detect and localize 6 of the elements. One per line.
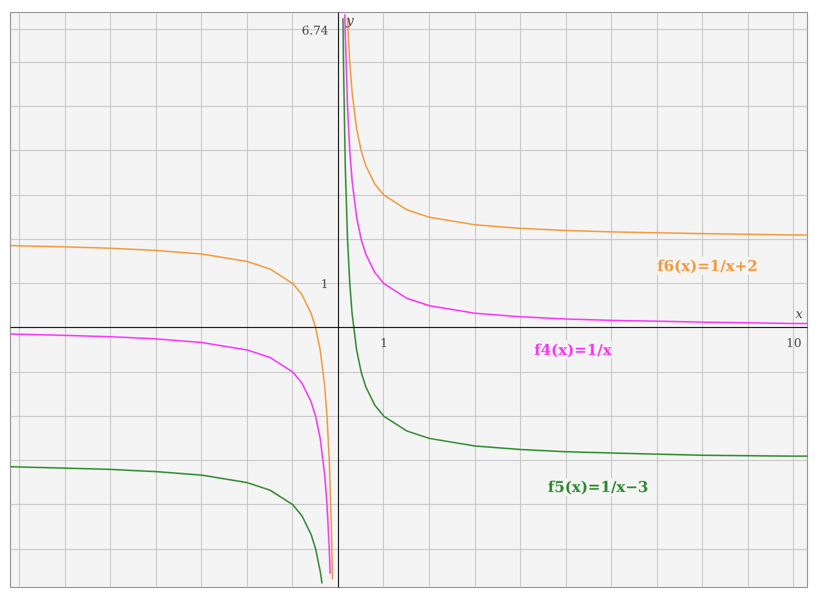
- series-label: f5(x)=1/x−3: [548, 478, 648, 496]
- y-tick-label: 6.74: [302, 23, 329, 38]
- x-axis-title: x: [796, 306, 804, 322]
- series-label: f4(x)=1/x: [534, 340, 613, 359]
- series-label: f6(x)=1/x+2: [657, 256, 758, 275]
- x-tick-label: 10: [786, 336, 802, 350]
